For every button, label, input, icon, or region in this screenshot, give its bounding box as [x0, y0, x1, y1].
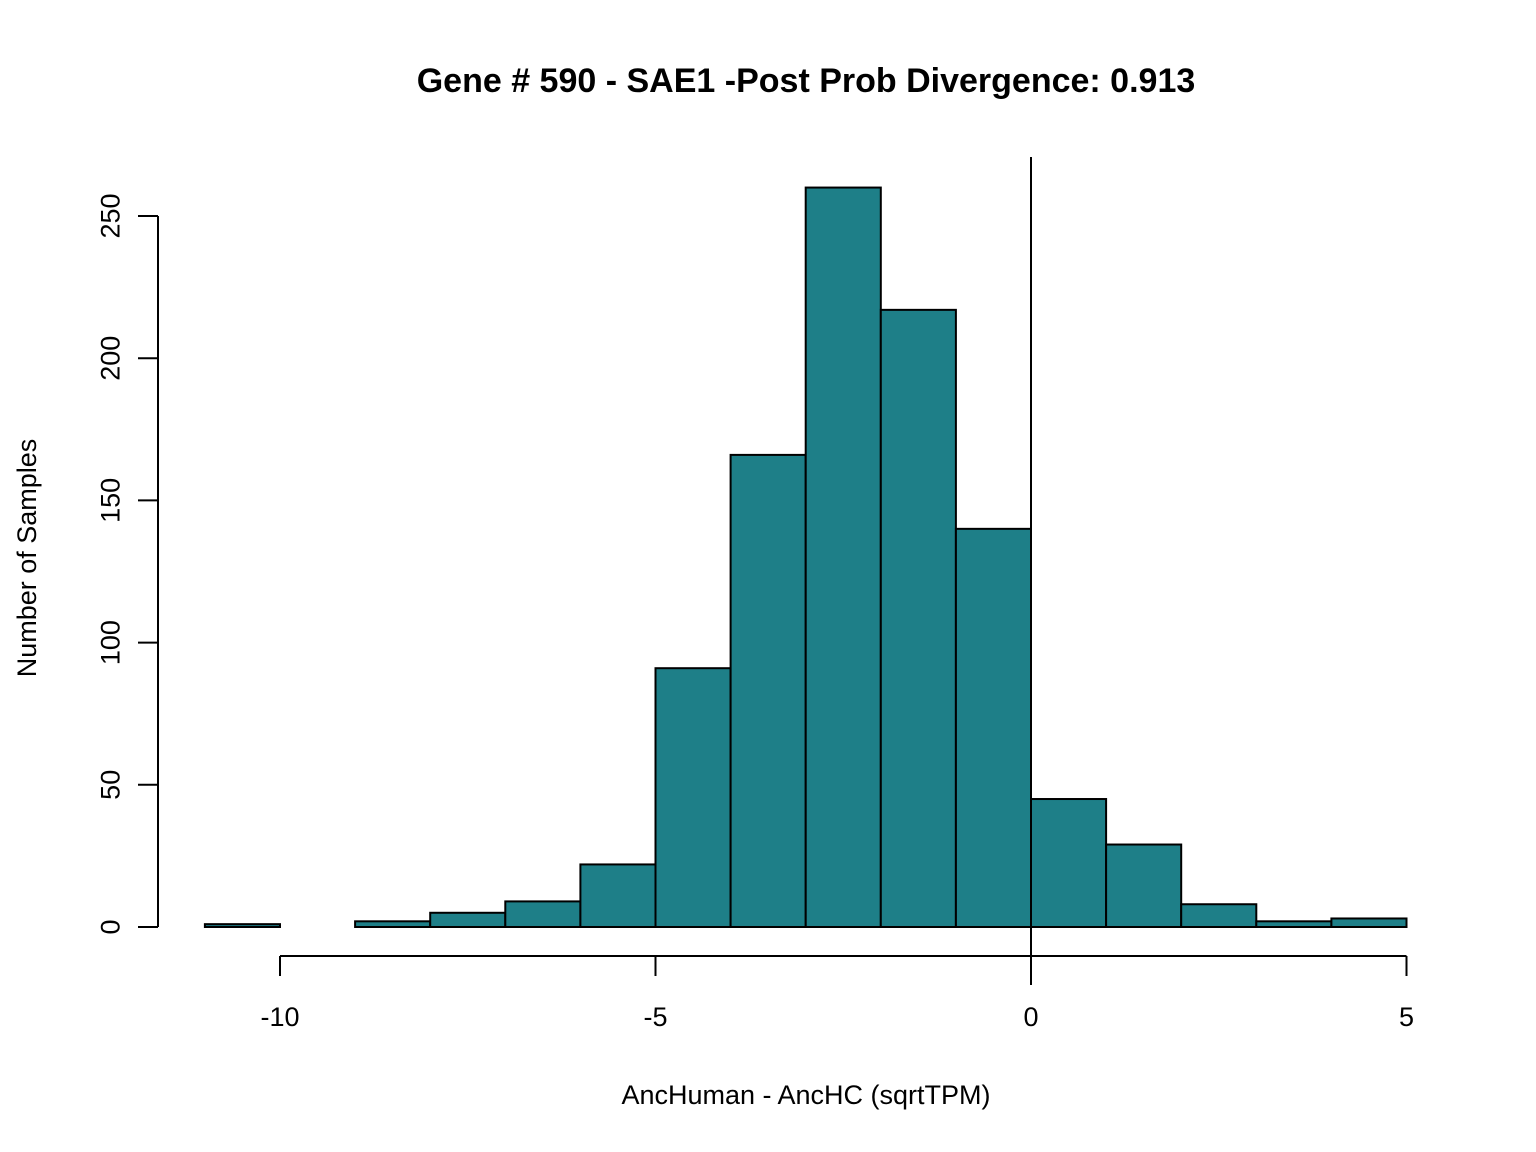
x-tick-label: 0	[1023, 1002, 1038, 1032]
x-tick-label: -5	[643, 1002, 667, 1032]
histogram-bar	[1255, 920, 1333, 929]
histogram-bar	[354, 920, 432, 929]
y-tick-label: 200	[95, 336, 125, 381]
y-tick-label: 50	[95, 770, 125, 800]
y-tick-label: 0	[95, 919, 125, 934]
histogram-bar	[1180, 903, 1258, 928]
histogram-bar	[1330, 917, 1408, 929]
histogram-bar	[1030, 798, 1108, 929]
x-axis-label: AncHuman - AncHC (sqrtTPM)	[621, 1080, 990, 1110]
histogram-bar	[203, 923, 281, 929]
x-axis: -10 -5 0 5	[260, 955, 1414, 1032]
histogram-bar	[654, 667, 732, 928]
y-tick-label: 100	[95, 620, 125, 665]
histogram-bar	[579, 863, 657, 929]
y-axis-label: Number of Samples	[12, 439, 42, 678]
histogram-bar	[729, 453, 807, 928]
histogram-bar	[429, 911, 507, 929]
histogram-bar	[804, 186, 882, 928]
histogram-bar	[1105, 843, 1183, 928]
y-tick-label: 150	[95, 478, 125, 523]
x-tick-label: -10	[260, 1002, 299, 1032]
histogram-bar	[954, 527, 1033, 929]
y-axis: 0 50 100 150 200 250	[95, 193, 159, 935]
histogram-bar	[879, 308, 957, 928]
y-tick-label: 250	[95, 193, 125, 238]
histogram-bars	[203, 186, 1408, 929]
histogram-bar	[504, 900, 582, 928]
x-tick-label: 5	[1399, 1002, 1414, 1032]
chart-title: Gene # 590 - SAE1 -Post Prob Divergence:…	[417, 62, 1196, 100]
